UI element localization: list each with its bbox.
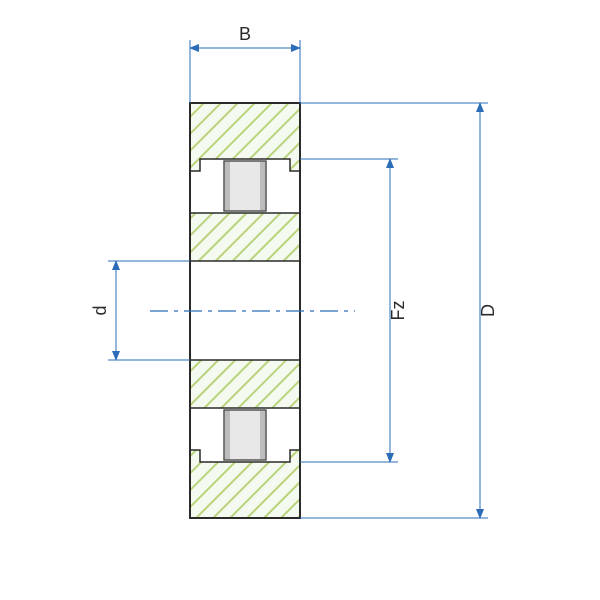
label-d: d bbox=[90, 305, 110, 315]
inner-ring-bottom bbox=[190, 360, 300, 408]
bearing-diagram: Bd Fz D bbox=[0, 0, 600, 600]
label-B: B bbox=[239, 24, 251, 44]
roller bbox=[224, 161, 266, 211]
roller bbox=[224, 410, 266, 460]
label-Fz: Fz bbox=[388, 301, 408, 321]
label-D: D bbox=[478, 304, 498, 317]
inner-ring-top bbox=[190, 213, 300, 261]
